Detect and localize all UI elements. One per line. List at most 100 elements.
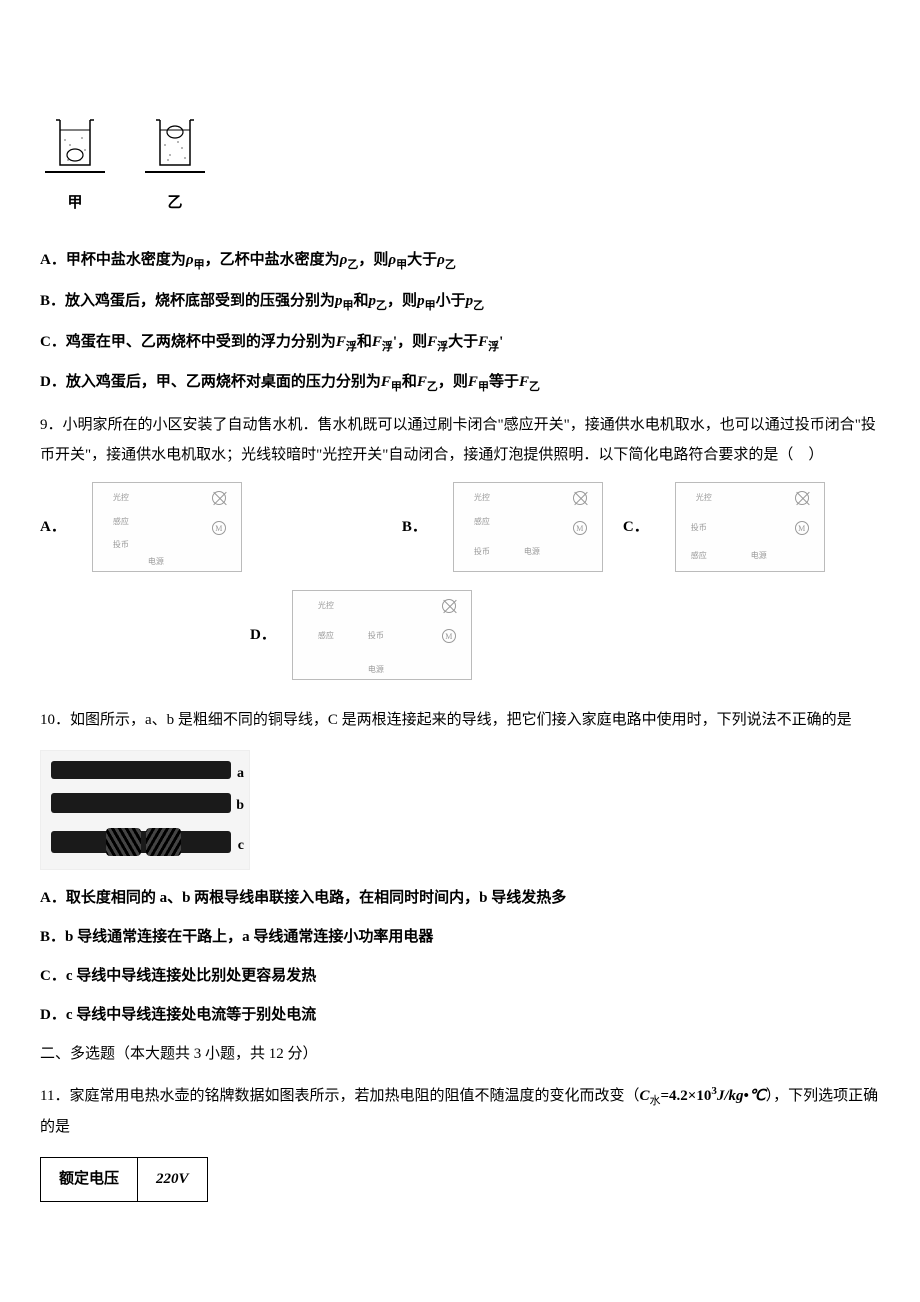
value: 220V [156,1171,189,1187]
var: F [417,374,427,390]
text: 等于 [489,374,519,390]
var: p [466,293,474,309]
unit: J/kg•℃ [717,1088,766,1104]
text: ' [499,334,503,350]
q-body: 如图所示，a、b 是粗细不同的铜导线，C 是两根连接起来的导线，把它们接入家庭电… [70,712,852,728]
circuit-label: 电源 [751,549,767,563]
circuit-a: 光控 感应 投币 电源 M [92,482,242,572]
wire-label-a: a [237,761,244,786]
text: =4.2×10 [660,1088,711,1104]
circuit-label: 电源 [148,555,164,569]
beaker-jia: 甲 [40,110,110,217]
table-cell-value: 220V [138,1158,208,1202]
beaker-yi: 乙 [140,110,210,217]
q10-text: 10．如图所示，a、b 是粗细不同的铜导线，C 是两根连接起来的导线，把它们接入… [40,705,880,735]
var: ρ [437,252,445,268]
circuit-label: 光控 [318,599,334,613]
motor-icon: M [442,629,456,643]
lamp-icon [442,599,456,613]
circuit-label: 投币 [368,629,384,643]
var: F [381,374,391,390]
beaker-yi-label: 乙 [140,190,210,217]
var: C [639,1088,649,1104]
lamp-icon [795,491,809,505]
circuit-d: 光控 感应 投币 电源 M [292,590,472,680]
circuit-label: 投币 [113,538,129,552]
sub: 浮 [488,341,499,353]
q-number: 10． [40,712,70,728]
sub: 浮 [437,341,448,353]
circuit-label: 投币 [691,521,707,535]
wire-a [51,761,231,779]
sub: 水 [649,1095,660,1107]
text: ，则 [358,252,388,268]
var: p [369,293,377,309]
beaker-jia-label: 甲 [40,190,110,217]
text: 甲杯中盐水密度为 [66,252,186,268]
option-label-b: B． [402,514,427,541]
sub: 乙 [473,300,484,312]
lamp-icon [573,491,587,505]
text: 和 [354,293,369,309]
circuit-label: 感应 [474,515,490,529]
text: 大于 [407,252,437,268]
sub: 乙 [347,259,358,271]
var: F [372,334,382,350]
q10-option-c: C．c 导线中导线连接处比别处更容易发热 [40,963,880,990]
motor-icon: M [212,521,226,535]
text: ，乙杯中盐水密度为 [205,252,340,268]
var: F [336,334,346,350]
q-body: 家庭常用电热水壶的铭牌数据如图表所示，若加热电阻的阻值不随温度的变化而改变（ [69,1088,639,1104]
sub: 乙 [427,381,438,393]
text: 和 [357,334,372,350]
option-label-d: D． [250,622,276,649]
var: p [417,293,425,309]
var: ρ [186,252,194,268]
sub: 乙 [445,259,456,271]
circuit-label: 光控 [696,491,712,505]
table-cell-label: 额定电压 [41,1158,138,1202]
wire-label-c: c [238,833,244,858]
q9-text: 9．小明家所在的小区安装了自动售水机．售水机既可以通过刷卡闭合"感应开关"，接通… [40,410,880,470]
sub: 乙 [529,381,540,393]
text: 小于 [436,293,466,309]
q-number: 11． [40,1088,69,1104]
option-label-a: A． [40,514,66,541]
beaker-figure: 甲 乙 [40,110,880,217]
q8-option-b: B．放入鸡蛋后，烧杯底部受到的压强分别为p甲和p乙，则p甲小于p乙 [40,288,880,317]
option-prefix: B． [40,293,65,309]
text: 放入鸡蛋后，甲、乙两烧杯对桌面的压力分别为 [66,374,381,390]
circuit-label: 感应 [691,549,707,563]
q9-circuits-row2: D． 光控 感应 投币 电源 M [250,590,880,680]
q8-option-c: C．鸡蛋在甲、乙两烧杯中受到的浮力分别为F浮和F浮'，则F浮大于F浮' [40,329,880,358]
circuit-label: 感应 [318,629,334,643]
sub: 浮 [382,341,393,353]
wire-label-b: b [236,793,244,818]
sub: 甲 [425,300,436,312]
wire-photo: a b c [40,750,250,870]
text: 大于 [448,334,478,350]
text: ，则 [387,293,417,309]
sub: 乙 [376,300,387,312]
lamp-icon [212,491,226,505]
circuit-label: 感应 [113,515,129,529]
q10-option-d: D．c 导线中导线连接处电流等于别处电流 [40,1002,880,1029]
var: F [468,374,478,390]
sub: 甲 [391,381,402,393]
circuit-label: 投币 [474,545,490,559]
var: F [478,334,488,350]
q10-option-b: B．b 导线通常连接在干路上，a 导线通常连接小功率用电器 [40,924,880,951]
option-prefix: D． [40,374,66,390]
q8-option-d: D．放入鸡蛋后，甲、乙两烧杯对桌面的压力分别为F甲和F乙，则F甲等于F乙 [40,369,880,398]
q-number: 9． [40,417,63,433]
q9-circuits-row1: A． 光控 感应 投币 电源 M B． 光控 感应 投币 电源 M C． 光控 … [40,482,880,572]
sub: 甲 [194,259,205,271]
circuit-label: 光控 [474,491,490,505]
q10-option-a: A．取长度相同的 a、b 两根导线串联接入电路，在相同时时间内，b 导线发热多 [40,885,880,912]
sub: 甲 [343,300,354,312]
section2-header: 二、多选题（本大题共 3 小题，共 12 分） [40,1041,880,1068]
circuit-label: 电源 [368,663,384,677]
circuit-label: 电源 [524,545,540,559]
option-prefix: C． [40,334,66,350]
option-label-c: C． [623,514,649,541]
